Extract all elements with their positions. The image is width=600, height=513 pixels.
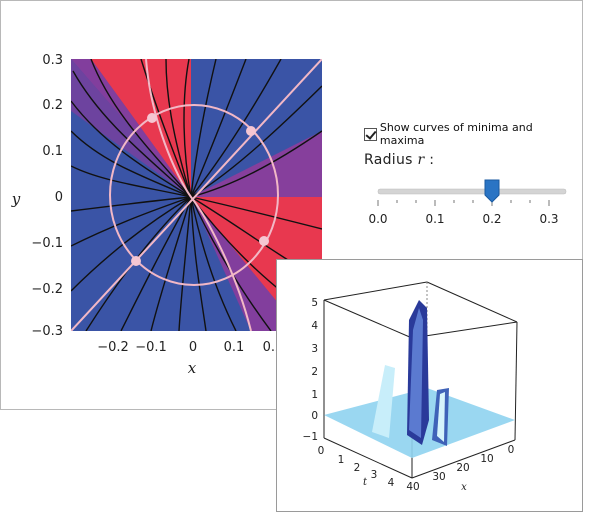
t-tick-label: 4 [388,477,395,489]
t-tick-label: 3 [371,469,378,481]
surface-ridge-right-light [437,392,445,442]
y-tick-label: 0 [55,190,63,205]
t-tick-label: 0 [318,445,325,457]
y-axis-ticks: 0.3 0.2 0.1 0 −0.1 −0.2 −0.3 [31,53,63,339]
z-tick-label: 2 [311,366,318,378]
extremum-point-3 [259,236,269,246]
x-tick-label: −0.2 [97,340,129,355]
t-axis-ticks: 0 1 2 3 4 [318,445,395,489]
x3d-tick-label: 40 [406,481,419,493]
show-curves-toggle[interactable]: Show curves of minima and maxima [364,121,579,147]
extrema-points [131,113,269,266]
x-axis-ticks: −0.2 −0.1 0 0.1 0.2 [97,340,283,355]
t-tick-label: 1 [338,454,345,466]
slider-tick-label: 0.2 [482,212,501,226]
y-tick-label: 0.3 [42,53,63,68]
radius-circle [109,104,279,286]
z-tick-label: −1 [303,431,318,443]
y-tick-label: −0.3 [31,324,63,339]
y-tick-label: 0.2 [42,98,63,113]
slider-tick-label: 0.1 [425,212,444,226]
z-axis-ticks: 5 4 3 2 1 0 −1 [303,297,319,443]
t-tick-label: 2 [354,462,361,474]
x-tick-label: 0 [189,340,197,355]
radius-label: Radius r : [364,152,434,168]
slider-track[interactable] [377,188,567,195]
extremum-point-4 [131,256,141,266]
radius-label-text: Radius [364,152,413,168]
y-tick-label: 0.1 [42,144,63,159]
curve-minima-maxima [145,59,252,331]
x3d-tick-label: 20 [456,462,469,474]
slider-tick-label: 0.3 [539,212,558,226]
x-tick-label: 0.1 [224,340,245,355]
contour-plot: 0.3 0.2 0.1 0 −0.1 −0.2 −0.3 −0.2 −0.1 0… [11,53,322,377]
surface-plot-panel: 5 4 3 2 1 0 −1 0 1 2 3 4 t 40 30 20 10 0… [276,259,583,512]
z-tick-label: 4 [311,320,318,332]
radius-slider[interactable]: 0.0 0.1 0.2 0.3 [364,175,579,235]
show-curves-label: Show curves of minima and maxima [379,121,533,147]
y-tick-label: −0.2 [31,282,63,297]
x-axis-ticks-3d: 40 30 20 10 0 [406,444,514,493]
slider-thumb[interactable] [484,179,500,203]
radius-label-var: r [417,152,425,168]
controls-panel: Show curves of minima and maxima Radius … [364,119,579,239]
surface-plot: 5 4 3 2 1 0 −1 0 1 2 3 4 t 40 30 20 10 0… [303,281,518,493]
region-purple-lower-2 [191,131,322,197]
slider-ticks [377,200,550,206]
x-axis-label: x [188,359,197,377]
z-tick-label: 1 [311,389,318,401]
x3d-tick-label: 0 [508,444,515,456]
main-panel: 0.3 0.2 0.1 0 −0.1 −0.2 −0.3 −0.2 −0.1 0… [0,0,583,410]
radius-label-colon: : [429,152,435,168]
x3d-axis-label: x [461,482,467,493]
x-tick-label: −0.1 [135,340,167,355]
slider-tick-label: 0.0 [368,212,387,226]
surface-peak-highlight [409,308,423,438]
x3d-tick-label: 30 [432,471,445,483]
diagonal-line [71,59,322,331]
z-tick-label: 3 [311,343,318,355]
z-tick-label: 5 [311,297,318,309]
extremum-point-2 [246,126,256,136]
show-curves-checkbox[interactable] [364,127,377,141]
extremum-point-1 [147,113,157,123]
t-axis-label: t [363,477,368,488]
y-axis-label: y [11,190,21,208]
x3d-tick-label: 10 [480,453,493,465]
y-tick-label: −0.1 [31,236,63,251]
surface-ridge-left [372,365,395,438]
z-tick-label: 0 [311,410,318,422]
